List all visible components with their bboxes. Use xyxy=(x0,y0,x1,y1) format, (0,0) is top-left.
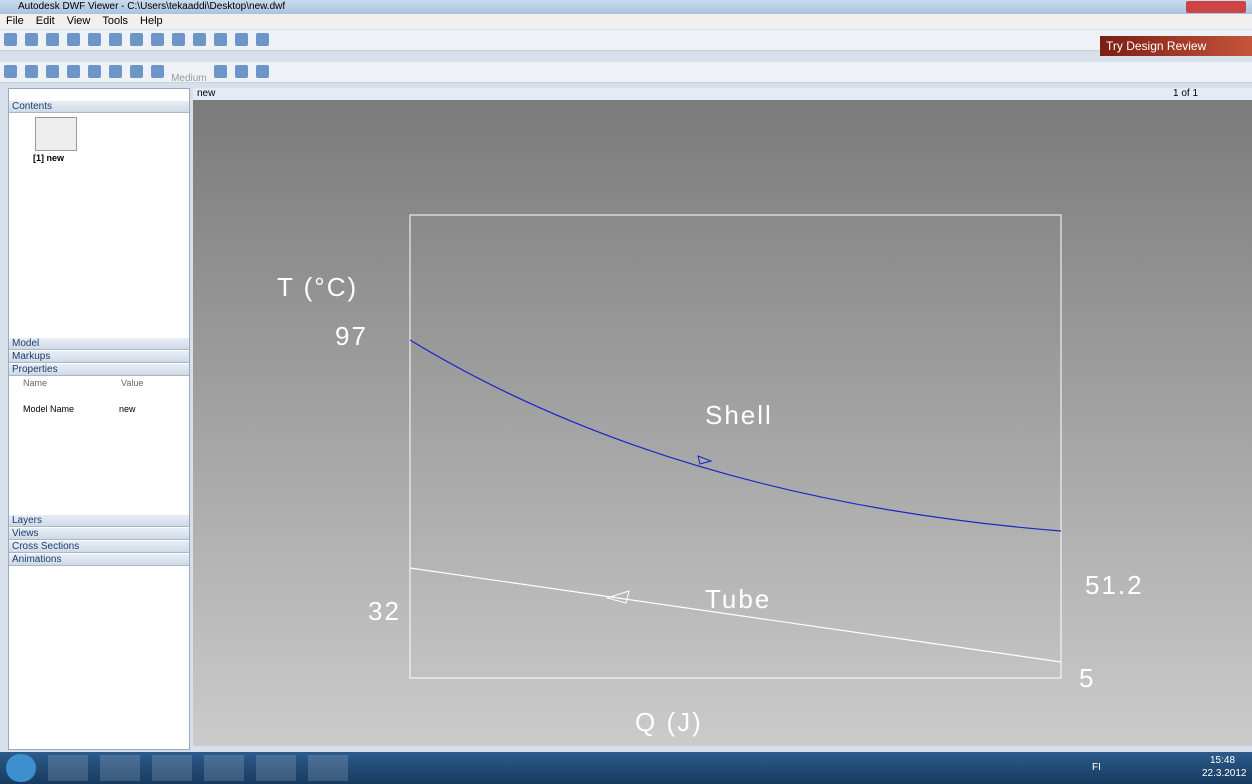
tool[interactable] xyxy=(88,65,101,78)
tool[interactable] xyxy=(172,33,185,46)
tube-line xyxy=(409,567,1062,663)
tool[interactable] xyxy=(109,33,122,46)
panel-header[interactable]: Model xyxy=(9,338,189,350)
tool[interactable] xyxy=(67,33,80,46)
panel-header[interactable]: Cross Sections xyxy=(9,541,189,553)
tool[interactable] xyxy=(46,65,59,78)
temperature-label: 5 xyxy=(1079,663,1096,693)
tool[interactable] xyxy=(214,33,227,46)
x-axis-label: Q (J) xyxy=(635,707,703,737)
menu-item[interactable]: Help xyxy=(140,15,163,27)
shell-arrow xyxy=(697,455,713,465)
taskbar: FI 15:48 22.3.2012 xyxy=(0,752,1252,784)
panel-header[interactable]: Views xyxy=(9,528,189,540)
tool[interactable] xyxy=(151,33,164,46)
menu-item[interactable]: View xyxy=(66,15,91,27)
tool[interactable] xyxy=(255,65,269,78)
panel-header[interactable]: Animations xyxy=(9,554,189,566)
tube-arrow xyxy=(605,590,630,604)
quality-select[interactable]: Medium xyxy=(171,73,207,84)
tool[interactable] xyxy=(130,33,143,46)
tool[interactable] xyxy=(234,65,248,78)
sidebar: Contents [1] new Model Markups Propertie… xyxy=(8,88,190,750)
thumbnail[interactable] xyxy=(35,117,77,151)
tool[interactable] xyxy=(88,33,101,46)
tool[interactable] xyxy=(4,65,17,78)
promo-button[interactable]: Try Design Review xyxy=(1100,36,1252,56)
property-name: Model Name xyxy=(23,404,75,414)
shell-curve xyxy=(409,339,1062,532)
panel-header[interactable]: Markups xyxy=(9,351,189,363)
column-header: Name xyxy=(23,378,48,388)
tool[interactable] xyxy=(46,33,59,46)
temperature-label: 32 xyxy=(368,596,401,626)
frame xyxy=(409,214,1062,679)
temperature-label: 51.2 xyxy=(1085,570,1144,600)
panel-header[interactable]: Layers xyxy=(9,515,189,527)
clock-time[interactable]: 15:48 xyxy=(1210,755,1236,766)
toolbar: Try Design Review xyxy=(0,30,1252,56)
drawing-canvas[interactable]: T (°C) 97 Shell Tube 32 51.2 5 Q (J) xyxy=(193,100,1252,746)
panel-header[interactable]: Contents xyxy=(9,101,189,113)
tool[interactable] xyxy=(213,65,227,78)
title-bar: Autodesk DWF Viewer - C:\Users\tekaaddi\… xyxy=(0,0,1252,14)
tool[interactable] xyxy=(235,33,248,46)
menu-item[interactable]: File xyxy=(6,15,24,27)
menu-item[interactable]: Tools xyxy=(102,15,129,27)
window-title: Autodesk DWF Viewer - C:\Users\tekaaddi\… xyxy=(18,1,286,12)
drawing xyxy=(409,214,1062,679)
column-header: Value xyxy=(121,378,144,388)
page-indicator: 1 of 1 xyxy=(1173,88,1199,99)
property-value: new xyxy=(119,404,136,414)
clock-date[interactable]: 22.3.2012 xyxy=(1202,768,1247,779)
window-controls[interactable] xyxy=(1186,1,1246,13)
tube-label: Tube xyxy=(705,584,772,614)
toolbar: Medium xyxy=(0,62,1252,84)
tool[interactable] xyxy=(193,33,206,46)
thumbnail-label: [1] new xyxy=(33,153,65,163)
tool[interactable] xyxy=(130,65,143,78)
start-button[interactable] xyxy=(6,754,36,782)
tool[interactable] xyxy=(4,33,17,46)
temperature-label: 97 xyxy=(335,321,368,351)
tool[interactable] xyxy=(151,65,164,78)
tool[interactable] xyxy=(67,65,80,78)
menu-bar: File Edit View Tools Help xyxy=(0,14,1252,29)
language[interactable]: FI xyxy=(1092,762,1101,773)
panel-header[interactable]: Properties xyxy=(9,364,189,376)
tool[interactable] xyxy=(25,33,38,46)
tool[interactable] xyxy=(109,65,122,78)
tab-bar: new 1 of 1 xyxy=(193,88,1252,100)
y-axis-label: T (°C) xyxy=(277,272,359,302)
tool[interactable] xyxy=(25,65,38,78)
tab-title[interactable]: new xyxy=(197,88,216,99)
shell-label: Shell xyxy=(705,400,773,430)
menu-item[interactable]: Edit xyxy=(35,15,55,27)
pinned-apps[interactable] xyxy=(48,755,358,781)
tool[interactable] xyxy=(256,33,269,46)
